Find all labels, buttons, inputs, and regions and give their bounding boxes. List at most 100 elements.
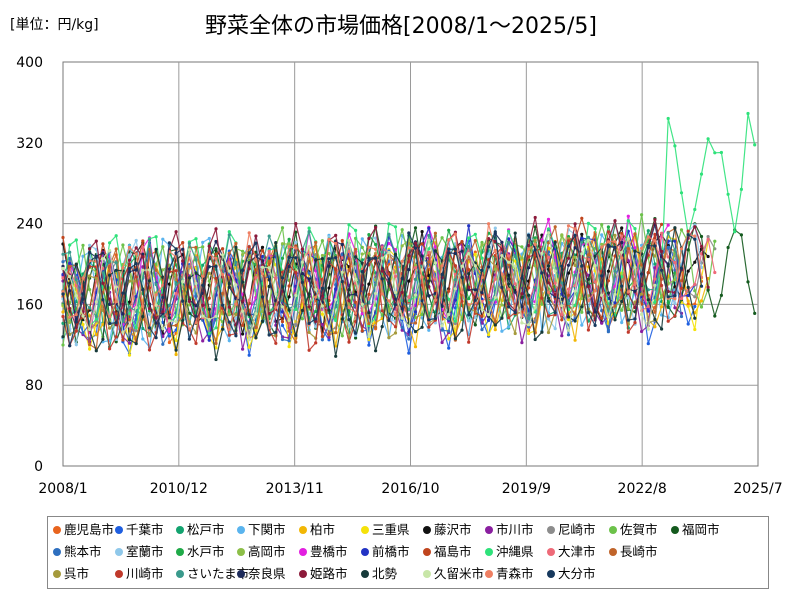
data-point bbox=[407, 254, 411, 258]
data-point bbox=[613, 233, 617, 237]
data-point bbox=[134, 305, 138, 310]
data-point bbox=[739, 187, 744, 191]
data-point bbox=[513, 310, 517, 315]
data-point bbox=[467, 297, 471, 301]
legend-marker bbox=[485, 526, 493, 534]
data-point bbox=[560, 318, 564, 322]
data-point bbox=[141, 337, 145, 341]
data-point bbox=[746, 280, 750, 284]
data-point bbox=[653, 277, 657, 281]
data-point bbox=[600, 245, 604, 249]
data-point bbox=[467, 272, 471, 276]
data-point bbox=[274, 292, 278, 296]
data-point bbox=[686, 233, 690, 237]
data-point bbox=[413, 321, 418, 325]
data-point bbox=[194, 304, 198, 308]
data-point bbox=[241, 268, 245, 272]
data-point bbox=[181, 279, 185, 284]
data-point bbox=[194, 314, 198, 318]
legend-label: 市川市 bbox=[496, 522, 534, 537]
legend-marker bbox=[423, 548, 431, 556]
data-point bbox=[606, 315, 611, 319]
data-point bbox=[606, 243, 611, 247]
data-point bbox=[374, 349, 378, 353]
data-point bbox=[314, 287, 318, 292]
data-point bbox=[287, 329, 291, 333]
data-point bbox=[573, 233, 577, 238]
data-point bbox=[194, 321, 198, 325]
data-point bbox=[520, 266, 524, 270]
data-point bbox=[147, 312, 152, 316]
legend-item: 大津市 bbox=[547, 544, 596, 559]
data-point bbox=[280, 310, 285, 314]
data-point bbox=[600, 223, 604, 227]
data-point bbox=[307, 259, 311, 263]
data-point bbox=[433, 277, 437, 281]
data-point bbox=[241, 323, 245, 327]
legend-marker bbox=[53, 526, 61, 534]
legend-label: 藤沢市 bbox=[434, 522, 472, 537]
data-point bbox=[640, 329, 644, 334]
data-point bbox=[407, 231, 411, 235]
data-point bbox=[660, 231, 664, 235]
data-point bbox=[247, 245, 251, 249]
legend-label: 下関市 bbox=[248, 522, 286, 537]
data-point bbox=[626, 259, 630, 263]
data-point bbox=[453, 321, 457, 326]
x-tick-label: 2016/10 bbox=[381, 481, 439, 497]
data-point bbox=[207, 244, 211, 248]
data-point bbox=[580, 323, 584, 327]
data-point bbox=[447, 247, 451, 251]
data-point bbox=[420, 230, 424, 234]
data-point bbox=[540, 296, 544, 300]
data-point bbox=[367, 237, 371, 241]
data-point bbox=[61, 276, 65, 280]
data-point bbox=[640, 272, 644, 276]
data-point bbox=[473, 250, 477, 254]
data-point bbox=[420, 275, 424, 279]
data-point bbox=[699, 284, 704, 288]
data-point bbox=[320, 239, 324, 243]
legend-label: 姫路市 bbox=[310, 566, 348, 581]
data-point bbox=[413, 293, 418, 297]
data-point bbox=[546, 281, 551, 285]
legend-label: 北勢 bbox=[372, 566, 398, 581]
data-point bbox=[546, 330, 551, 335]
data-point bbox=[121, 243, 125, 247]
data-point bbox=[214, 276, 218, 280]
data-point bbox=[134, 252, 138, 256]
data-point bbox=[174, 352, 178, 357]
data-point bbox=[520, 245, 524, 249]
data-point bbox=[134, 262, 138, 266]
data-point bbox=[513, 282, 517, 286]
data-point bbox=[354, 292, 358, 296]
data-point bbox=[666, 301, 670, 305]
data-point bbox=[360, 329, 364, 333]
data-point bbox=[61, 260, 65, 264]
data-point bbox=[334, 354, 338, 358]
data-point bbox=[147, 268, 152, 272]
data-point bbox=[280, 323, 285, 328]
data-point bbox=[127, 305, 132, 309]
data-point bbox=[673, 226, 677, 230]
data-point bbox=[487, 237, 491, 241]
data-point bbox=[267, 266, 271, 270]
legend-item: 熊本市 bbox=[53, 544, 102, 559]
data-point bbox=[673, 278, 677, 282]
data-point bbox=[413, 241, 418, 245]
data-point bbox=[154, 247, 158, 251]
data-point bbox=[693, 289, 697, 293]
data-point bbox=[640, 213, 644, 217]
data-point bbox=[520, 341, 524, 345]
data-point bbox=[174, 247, 178, 251]
data-point bbox=[380, 245, 384, 249]
legend-marker bbox=[237, 570, 245, 578]
data-point bbox=[580, 236, 584, 240]
data-point bbox=[453, 319, 457, 323]
data-point bbox=[201, 339, 205, 343]
data-point bbox=[147, 334, 152, 338]
data-point bbox=[161, 315, 165, 319]
data-point bbox=[141, 326, 145, 331]
data-point bbox=[400, 228, 404, 232]
data-point bbox=[260, 265, 265, 269]
